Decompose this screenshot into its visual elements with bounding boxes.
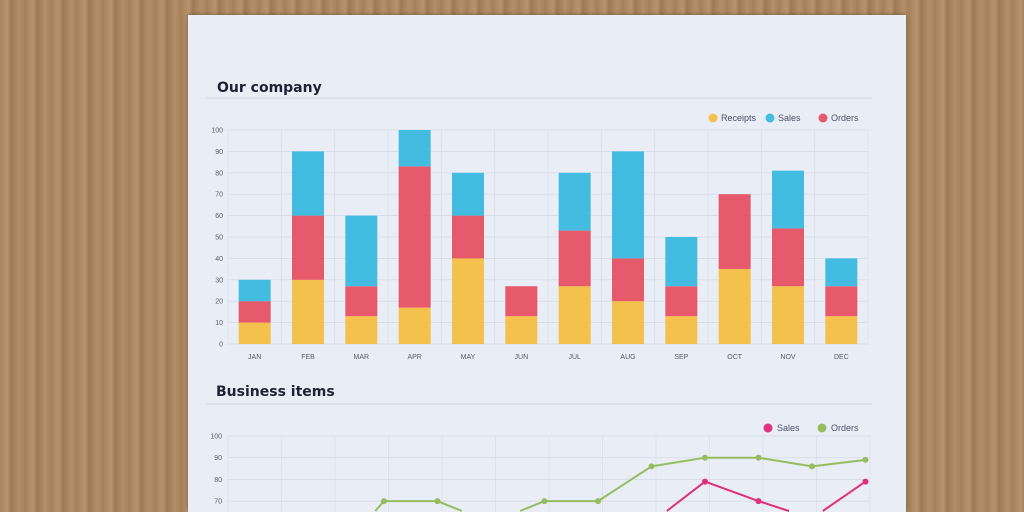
bar-sales-jan [238, 279, 271, 302]
x-tick-label: JUL [568, 354, 581, 361]
point-orders-apr [434, 498, 441, 505]
bar-sales-apr [398, 130, 431, 167]
bar-orders-may [452, 215, 484, 259]
y-tick-label: 20 [215, 299, 223, 306]
bar-receipts-nov [772, 286, 804, 344]
line-orders [374, 456, 866, 512]
legend-marker-sales [765, 113, 775, 123]
y-tick-label: 90 [215, 149, 223, 156]
x-tick-label: OCT [727, 354, 743, 361]
bar-receipts-jul [558, 286, 591, 344]
legend-label-sales: Sales [778, 113, 801, 123]
x-tick-label: NOV [780, 354, 796, 361]
bar-sales-may [452, 172, 484, 216]
point-orders-mar [381, 498, 387, 505]
chart-title: Our company [217, 80, 322, 96]
point-orders-aug [648, 463, 655, 470]
bar-sales-sep [665, 237, 698, 287]
y-tick-label: 30 [215, 277, 223, 284]
chart-title: Business items [216, 384, 335, 400]
bar-receipts-dec [825, 316, 858, 344]
y-tick-label: 70 [215, 192, 223, 199]
bar-orders-apr [398, 166, 431, 308]
bar-orders-aug [612, 258, 644, 302]
bar-receipts-feb [292, 279, 324, 344]
x-tick-label: JAN [248, 354, 261, 361]
x-tick-label: MAR [354, 354, 370, 361]
y-tick-label: 60 [215, 213, 223, 220]
y-tick-label: 90 [214, 455, 222, 462]
bar-sales-dec [825, 258, 858, 287]
point-orders-oct [755, 454, 762, 461]
x-tick-label: APR [407, 354, 421, 361]
y-tick-label: 50 [215, 235, 223, 242]
point-sales-dec [862, 478, 869, 485]
legend-label-orders: Orders [831, 423, 859, 433]
bar-receipts-mar [345, 316, 378, 344]
bar-orders-jun [505, 286, 538, 317]
bar-receipts-jun [505, 316, 538, 344]
y-tick-label: 10 [215, 320, 223, 327]
legend-label-sales: Sales [777, 423, 800, 433]
bar-sales-aug [612, 151, 644, 259]
point-orders-dec [862, 456, 869, 463]
bar-sales-jul [558, 172, 591, 231]
bar-receipts-may [452, 258, 484, 344]
bar-receipts-sep [665, 316, 698, 344]
legend-marker-orders [818, 113, 828, 123]
x-tick-label: JUN [515, 354, 529, 361]
y-tick-label: 40 [215, 256, 223, 263]
line-sales [666, 480, 867, 512]
bar-orders-jul [558, 230, 591, 287]
bar-orders-jan [238, 301, 271, 323]
legend-marker-orders [817, 423, 827, 433]
point-orders-jun [541, 498, 548, 505]
bar-receipts-oct [718, 269, 751, 344]
bar-sales-mar [345, 215, 378, 287]
y-tick-label: 80 [215, 170, 223, 177]
y-tick-label: 100 [211, 128, 223, 135]
bar-orders-mar [345, 286, 378, 317]
x-tick-label: SEP [674, 354, 688, 361]
x-tick-label: AUG [620, 354, 635, 361]
y-tick-label: 0 [219, 342, 223, 349]
x-tick-label: MAY [461, 354, 476, 361]
bar-receipts-aug [612, 301, 644, 344]
point-orders-jul [595, 498, 601, 505]
legend-label-receipts: Receipts [721, 113, 757, 123]
bar-sales-nov [772, 170, 804, 229]
y-tick-label: 100 [210, 434, 222, 441]
bar-orders-nov [772, 228, 804, 287]
bar-receipts-apr [398, 307, 431, 344]
y-tick-label: 80 [214, 477, 222, 484]
point-orders-nov [809, 463, 815, 470]
x-tick-label: DEC [834, 354, 849, 361]
point-orders-sep [702, 454, 708, 461]
legend-marker-receipts [708, 113, 718, 123]
bar-orders-feb [292, 215, 324, 280]
legend-marker-sales [763, 423, 773, 433]
bar-orders-sep [665, 286, 698, 317]
bar-sales-feb [292, 151, 324, 216]
legend-label-orders: Orders [831, 113, 859, 123]
bar-orders-dec [825, 286, 858, 317]
bar-receipts-jan [238, 322, 271, 344]
x-tick-label: FEB [301, 354, 315, 361]
y-tick-label: 70 [214, 499, 222, 506]
point-sales-oct [755, 498, 762, 505]
bar-orders-oct [718, 194, 751, 270]
point-sales-sep [702, 478, 708, 485]
